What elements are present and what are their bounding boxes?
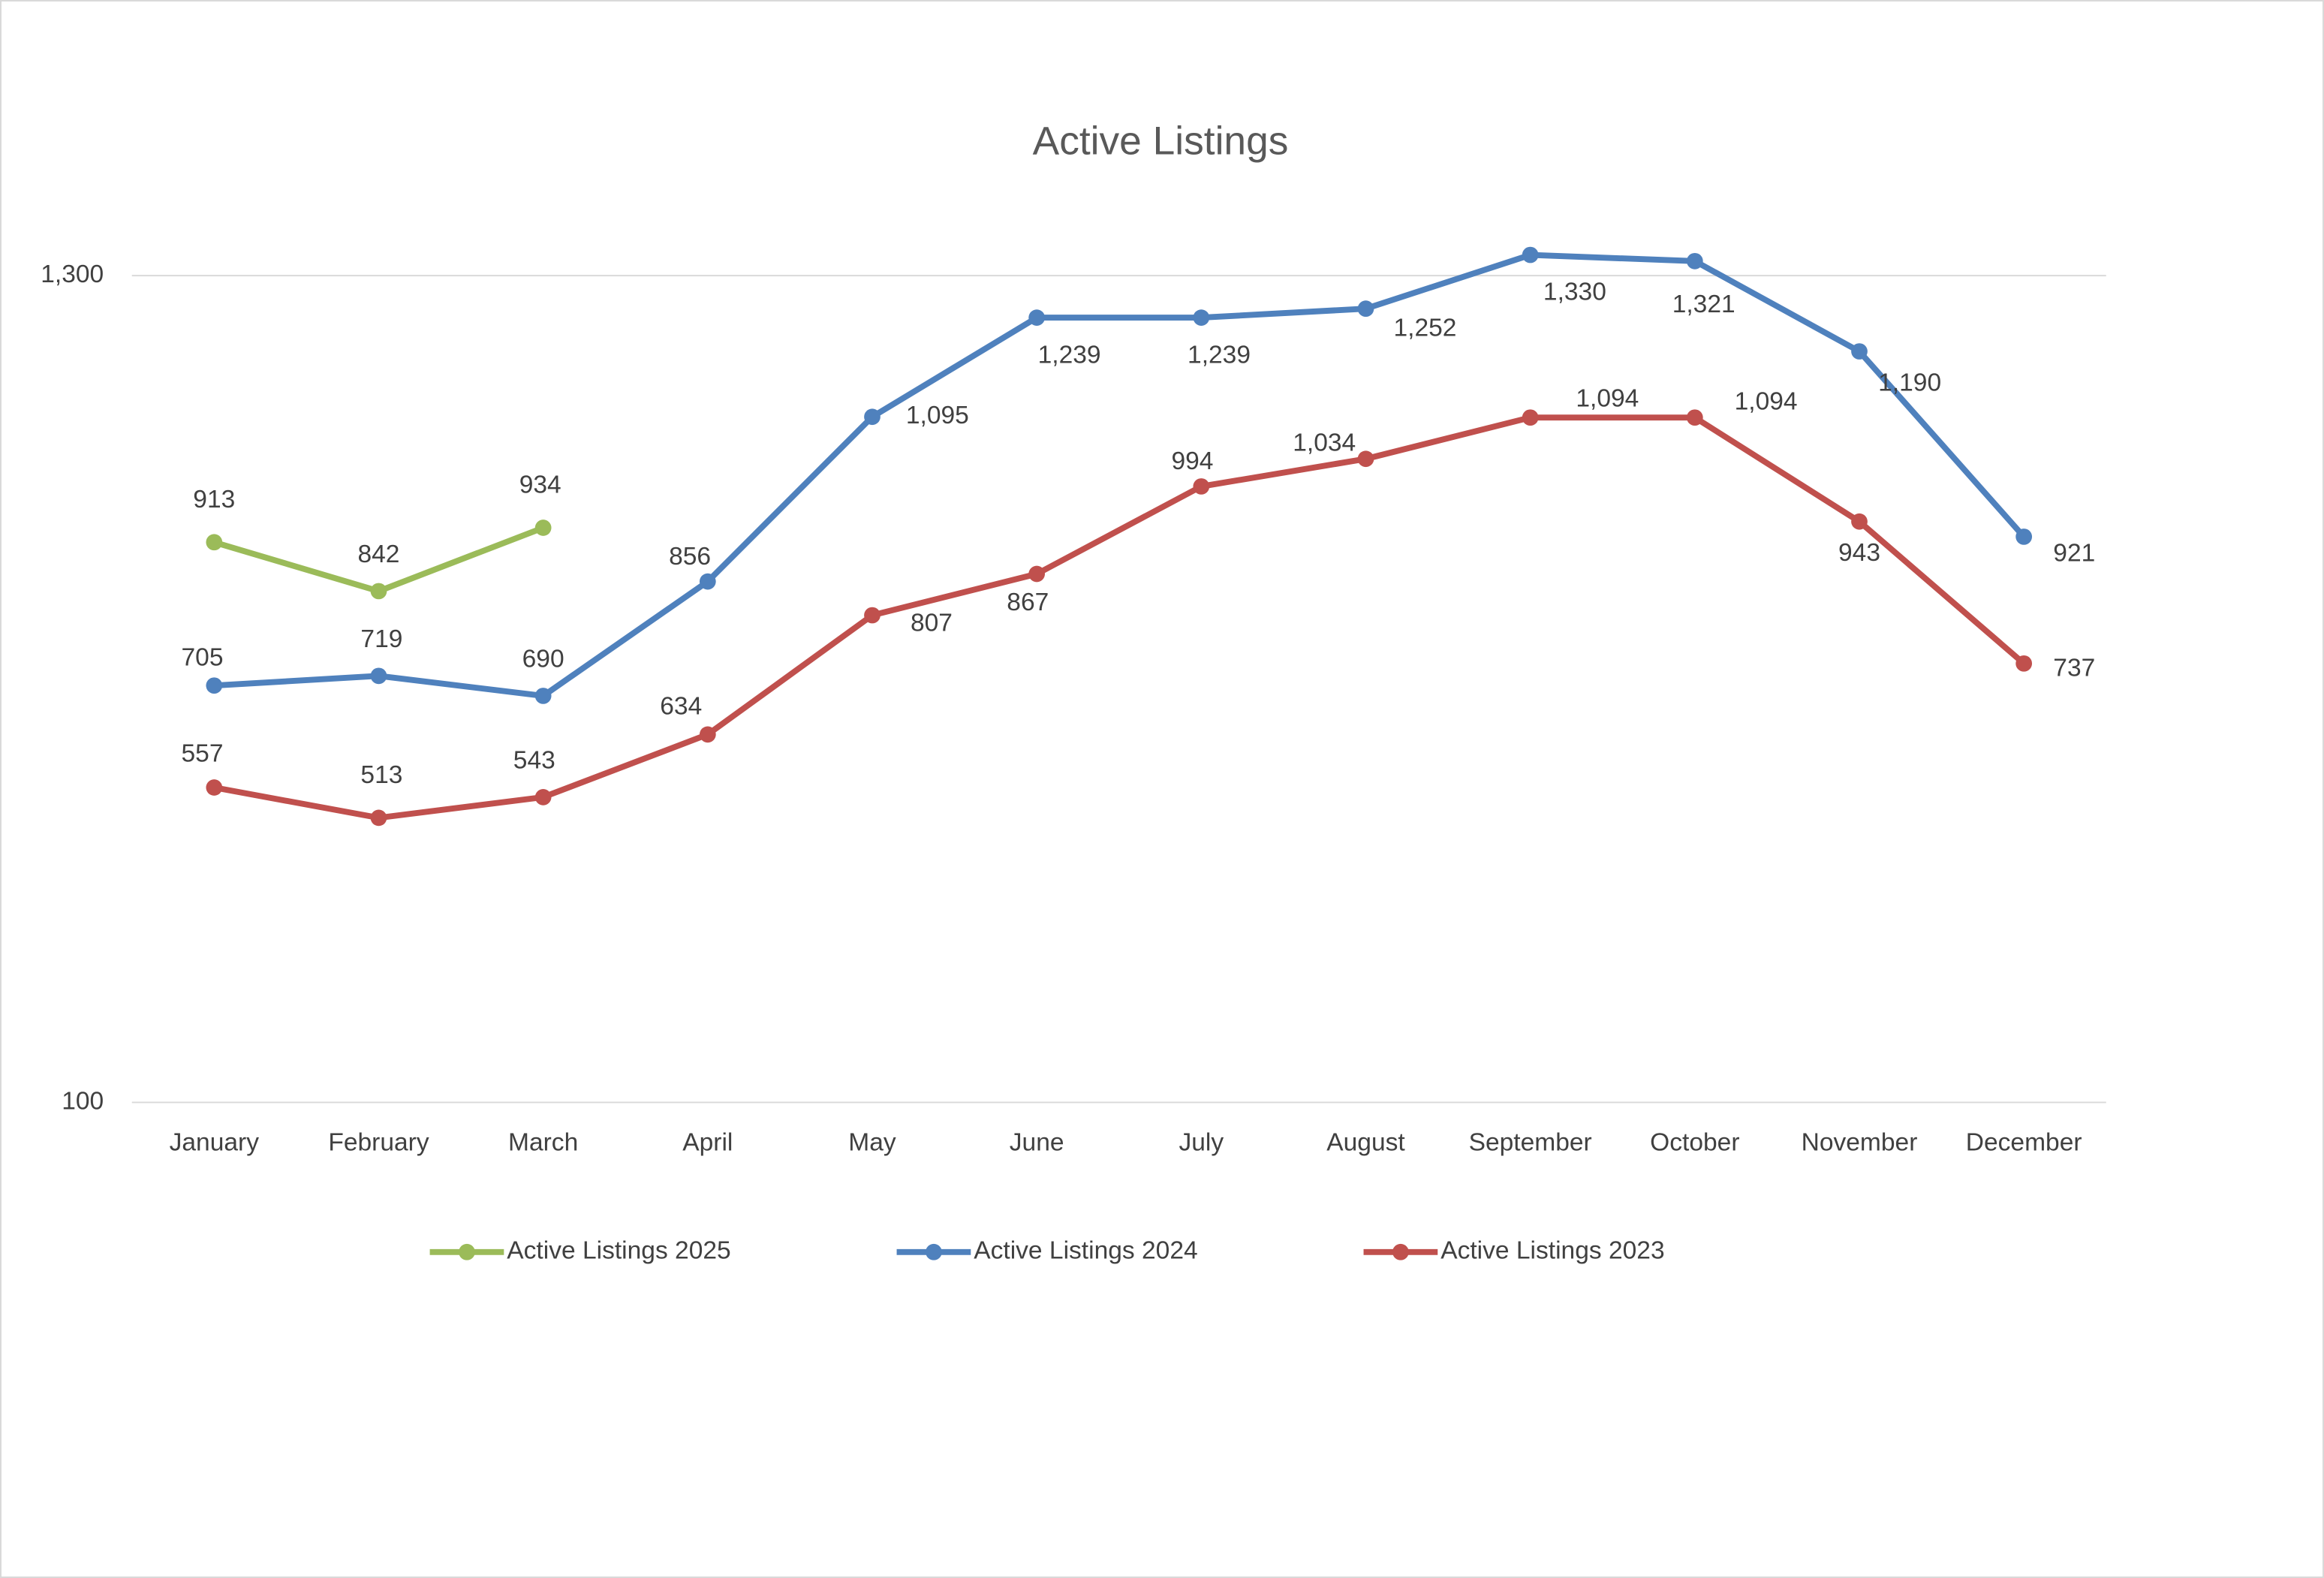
x-tick-label: September <box>1469 1129 1592 1157</box>
legend-marker <box>926 1243 942 1260</box>
marker <box>206 779 223 796</box>
data-label: 690 <box>522 645 564 673</box>
marker <box>1357 450 1374 468</box>
series-line <box>214 251 2027 699</box>
marker <box>1851 343 1868 360</box>
data-label: 1,239 <box>1188 341 1251 369</box>
x-tick-label: April <box>682 1129 733 1157</box>
data-label: 1,190 <box>1878 369 1941 396</box>
data-label: 634 <box>660 693 702 721</box>
x-tick-label: February <box>328 1129 429 1157</box>
marker <box>370 809 387 827</box>
data-label: 1,252 <box>1393 315 1456 342</box>
marker <box>1522 246 1539 264</box>
x-tick-label: October <box>1650 1129 1739 1157</box>
legend-marker <box>459 1243 475 1260</box>
legend-label: Active Listings 2023 <box>1440 1237 1664 1265</box>
x-tick-label: March <box>508 1129 578 1157</box>
chart-title: Active Listings <box>1033 119 1289 164</box>
data-label: 737 <box>2053 655 2095 682</box>
data-label: 705 <box>182 644 224 672</box>
marker <box>699 726 716 743</box>
marker <box>534 519 552 536</box>
marker <box>1357 300 1374 318</box>
series-line <box>213 414 2026 821</box>
marker <box>370 667 387 685</box>
marker <box>1193 478 1210 495</box>
marker <box>2015 655 2033 672</box>
data-label: 543 <box>513 746 555 774</box>
data-label: 513 <box>360 761 402 789</box>
data-label: 1,094 <box>1576 384 1639 412</box>
data-label: 867 <box>1007 589 1049 616</box>
data-label: 1,239 <box>1038 341 1101 369</box>
marker <box>534 789 552 806</box>
data-label: 807 <box>911 609 953 637</box>
marker <box>864 408 881 426</box>
data-label: 943 <box>1838 539 1880 567</box>
data-label: 1,034 <box>1293 429 1356 456</box>
data-label: 719 <box>360 625 402 653</box>
data-label: 1,095 <box>906 402 969 429</box>
marker <box>1028 309 1046 326</box>
x-tick-label: January <box>170 1129 260 1157</box>
legend-label: Active Listings 2024 <box>974 1237 1197 1265</box>
marker <box>206 534 223 551</box>
legend-label: Active Listings 2025 <box>507 1237 730 1265</box>
x-tick-label: May <box>848 1129 896 1157</box>
legend-marker <box>1392 1243 1409 1260</box>
data-label: 1,094 <box>1735 387 1798 415</box>
marker <box>1686 252 1703 270</box>
marker <box>370 583 387 600</box>
marker <box>699 573 716 590</box>
data-label: 913 <box>193 486 235 513</box>
marker <box>534 688 552 704</box>
marker <box>1686 409 1703 426</box>
marker <box>1193 309 1210 326</box>
data-label: 842 <box>357 541 399 568</box>
marker <box>1851 513 1868 530</box>
x-tick-label: November <box>1802 1129 1918 1157</box>
data-label: 1,330 <box>1543 279 1606 306</box>
marker <box>206 677 223 694</box>
x-tick-label: July <box>1179 1129 1224 1157</box>
data-label: 1,321 <box>1672 291 1735 318</box>
marker <box>1522 409 1539 426</box>
data-label: 921 <box>2053 539 2095 567</box>
y-tick-label: 100 <box>62 1087 104 1115</box>
x-tick-label: June <box>1010 1129 1064 1157</box>
y-tick-label: 1,300 <box>41 260 104 288</box>
data-label: 856 <box>669 543 711 571</box>
data-label: 934 <box>519 471 561 499</box>
x-tick-label: December <box>1966 1129 2082 1157</box>
marker <box>2015 529 2033 545</box>
marker <box>864 607 881 624</box>
data-label: 994 <box>1171 447 1213 475</box>
x-tick-label: August <box>1326 1129 1405 1157</box>
data-label: 557 <box>182 739 224 767</box>
marker <box>1028 565 1046 583</box>
